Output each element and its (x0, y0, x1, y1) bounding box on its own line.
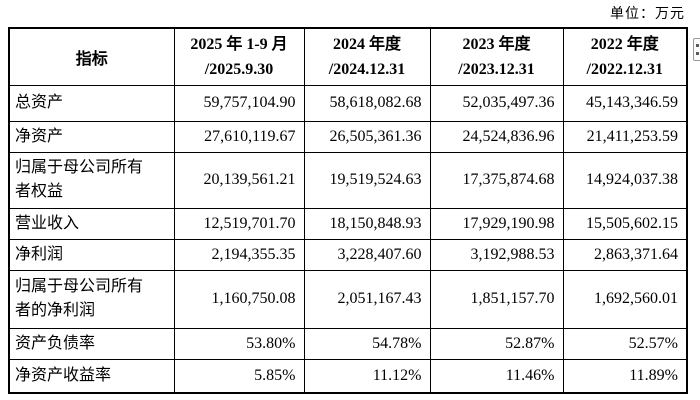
cell-value: 20,139,561.21 (173, 151, 305, 209)
period-line2: /2024.12.31 (328, 60, 406, 78)
column-header-period-2024: 2024 年度 /2024.12.31 (303, 27, 431, 86)
table-row: 净利润 2,194,355.35 3,228,407.60 3,192,988.… (8, 238, 688, 271)
cell-value: 19,519,524.63 (303, 151, 431, 209)
cell-value: 2,863,371.64 (562, 238, 688, 271)
cell-value: 3,192,988.53 (429, 238, 564, 271)
cell-value: 12,519,701.70 (173, 207, 305, 240)
column-header-indicator: 指标 (8, 27, 175, 86)
row-label: 净资产收益率 (8, 358, 175, 394)
cell-value: 53.80% (173, 327, 305, 360)
financial-summary-table-container: 指标 2025 年 1-9 月 /2025.9.30 2024 年度 /2024… (8, 27, 688, 394)
header-row: 指标 2025 年 1-9 月 /2025.9.30 2024 年度 /2024… (8, 27, 688, 86)
grip-dot-icon (696, 44, 699, 47)
window-edge-button[interactable] (693, 38, 700, 61)
row-label: 净利润 (8, 238, 175, 271)
cell-value: 27,610,119.67 (173, 120, 305, 153)
financial-summary-table: 指标 2025 年 1-9 月 /2025.9.30 2024 年度 /2024… (8, 27, 688, 394)
column-header-period-2023: 2023 年度 /2023.12.31 (429, 27, 564, 86)
cell-value: 11.89% (562, 358, 688, 394)
cell-value: 11.46% (429, 358, 564, 394)
cell-value: 59,757,104.90 (173, 84, 305, 122)
table-row: 净资产收益率 5.85% 11.12% 11.46% 11.89% (8, 358, 688, 394)
period-line1: 2025 年 1-9 月 (190, 35, 288, 53)
row-label: 总资产 (8, 84, 175, 122)
period-line2: /2022.12.31 (586, 60, 663, 78)
period-line1: 2024 年度 (332, 35, 401, 53)
cell-value: 17,929,190.98 (429, 207, 564, 240)
cell-value: 2,194,355.35 (173, 238, 305, 271)
row-label: 归属于母公司所有者权益 (8, 151, 175, 209)
row-label: 净资产 (8, 120, 175, 153)
table-row: 资产负债率 53.80% 54.78% 52.87% 52.57% (8, 327, 688, 360)
cell-value: 15,505,602.15 (562, 207, 688, 240)
cell-value: 45,143,346.59 (562, 84, 688, 122)
table-row: 归属于母公司所有者权益 20,139,561.21 19,519,524.63 … (8, 151, 688, 209)
period-line2: /2025.9.30 (204, 60, 274, 78)
cell-value: 3,228,407.60 (303, 238, 431, 271)
table-row: 总资产 59,757,104.90 58,618,082.68 52,035,4… (8, 84, 688, 122)
cell-value: 11.12% (303, 358, 431, 394)
table-row: 归属于母公司所有者的净利润 1,160,750.08 2,051,167.43 … (8, 269, 688, 329)
cell-value: 1,160,750.08 (173, 269, 305, 329)
cell-value: 5.85% (173, 358, 305, 394)
cell-value: 21,411,253.59 (562, 120, 688, 153)
cell-value: 52,035,497.36 (429, 84, 564, 122)
cell-value: 52.57% (562, 327, 688, 360)
cell-value: 58,618,082.68 (303, 84, 431, 122)
unit-label: 单位：万元 (610, 7, 685, 22)
cell-value: 24,524,836.96 (429, 120, 564, 153)
column-header-period-2025: 2025 年 1-9 月 /2025.9.30 (173, 27, 305, 86)
cell-value: 17,375,874.68 (429, 151, 564, 209)
cell-value: 14,924,037.38 (562, 151, 688, 209)
period-line1: 2022 年度 (590, 35, 659, 53)
cell-value: 18,150,848.93 (303, 207, 431, 240)
cell-value: 54.78% (303, 327, 431, 360)
cell-value: 26,505,361.36 (303, 120, 431, 153)
cell-value: 52.87% (429, 327, 564, 360)
row-label: 归属于母公司所有者的净利润 (8, 269, 175, 329)
grip-dot-icon (696, 52, 699, 55)
row-label: 资产负债率 (8, 327, 175, 360)
cell-value: 1,851,157.70 (429, 269, 564, 329)
cell-value: 2,051,167.43 (303, 269, 431, 329)
row-label: 营业收入 (8, 207, 175, 240)
period-line2: /2023.12.31 (458, 60, 535, 78)
table-row: 净资产 27,610,119.67 26,505,361.36 24,524,8… (8, 120, 688, 153)
column-header-period-2022: 2022 年度 /2022.12.31 (562, 27, 688, 86)
table-row: 营业收入 12,519,701.70 18,150,848.93 17,929,… (8, 207, 688, 240)
period-line1: 2023 年度 (462, 35, 531, 53)
cell-value: 1,692,560.01 (562, 269, 688, 329)
